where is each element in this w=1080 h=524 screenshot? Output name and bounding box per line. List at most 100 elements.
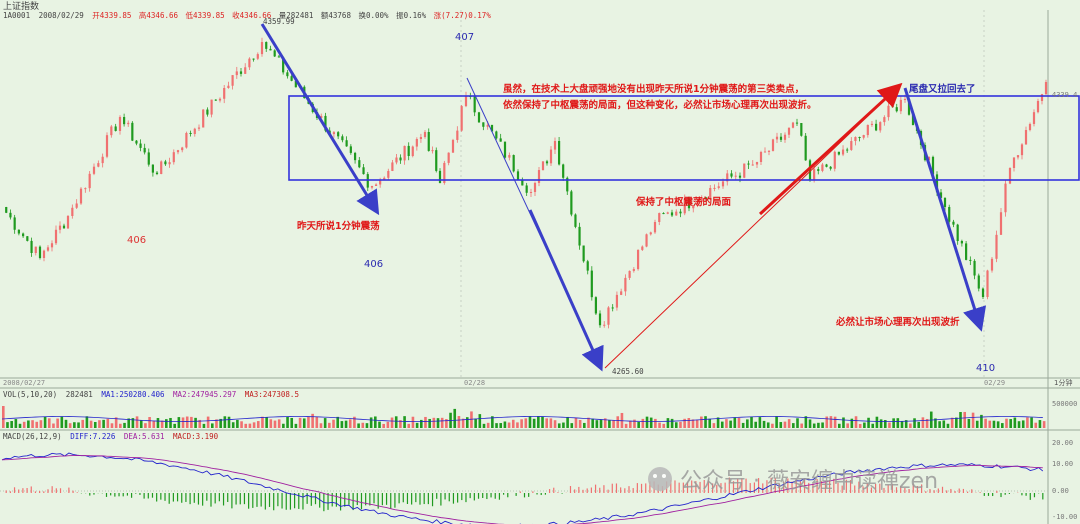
volume-bar bbox=[925, 418, 929, 428]
candle-body bbox=[808, 160, 812, 180]
candle-body bbox=[649, 232, 652, 235]
candle-body bbox=[34, 246, 37, 253]
watermark: 公众号 · 薇安缠中读禅zen bbox=[648, 467, 938, 494]
volume-bar bbox=[537, 416, 540, 428]
volume-bar bbox=[144, 423, 147, 428]
candle-body bbox=[553, 141, 557, 150]
candle-body bbox=[235, 71, 238, 76]
candle-body bbox=[628, 270, 631, 278]
volume-bar bbox=[729, 420, 732, 428]
volume-bar bbox=[219, 418, 222, 428]
volume-bar bbox=[294, 423, 298, 428]
volume-bar bbox=[286, 416, 289, 428]
volume-bar bbox=[670, 418, 674, 428]
volume-bar bbox=[566, 416, 569, 428]
volume-bar bbox=[833, 416, 837, 428]
candle-body bbox=[1044, 82, 1048, 95]
volume-bar bbox=[424, 416, 427, 428]
volume-bar bbox=[169, 417, 172, 428]
candle-body bbox=[578, 226, 581, 246]
candle-body bbox=[114, 126, 117, 131]
volume-bar bbox=[808, 419, 812, 428]
volume-bar bbox=[386, 421, 390, 428]
candle-body bbox=[391, 162, 394, 171]
candle-body bbox=[943, 197, 947, 207]
volume-bar bbox=[491, 416, 494, 428]
volume-bar bbox=[858, 423, 862, 428]
candle-body bbox=[956, 224, 959, 242]
candle-body bbox=[1040, 94, 1044, 101]
candle-body bbox=[533, 182, 537, 192]
candle-body bbox=[960, 241, 963, 244]
candle-body bbox=[603, 324, 606, 326]
volume-bar bbox=[766, 422, 770, 428]
volume-bar bbox=[587, 417, 590, 428]
candle-body bbox=[349, 146, 352, 153]
volume-bar bbox=[420, 419, 423, 428]
arrow-down-1 bbox=[260, 23, 380, 216]
volume-bar bbox=[712, 423, 716, 428]
volume-bar bbox=[407, 423, 411, 428]
volume-bar bbox=[733, 417, 737, 428]
candle-body bbox=[84, 188, 87, 190]
volume-bar bbox=[236, 419, 239, 428]
volume-bar bbox=[311, 413, 314, 428]
candle-body bbox=[248, 58, 251, 68]
candle-body bbox=[105, 135, 109, 157]
candle-body bbox=[537, 170, 541, 183]
candle-body bbox=[290, 76, 293, 81]
volume-bar bbox=[240, 421, 243, 428]
candle-body bbox=[508, 155, 511, 158]
volume-bar bbox=[1021, 420, 1025, 428]
volume-bar bbox=[486, 422, 490, 428]
volume-bar bbox=[198, 419, 202, 428]
volume-bar bbox=[612, 420, 615, 428]
volume-bar bbox=[909, 423, 912, 428]
volume-bar bbox=[315, 416, 319, 428]
volume-bar bbox=[704, 416, 707, 428]
candle-body bbox=[927, 156, 931, 161]
macd-histogram bbox=[5, 477, 1044, 512]
volume-bar bbox=[181, 417, 185, 428]
volume-bar bbox=[135, 416, 139, 428]
candle-body bbox=[969, 259, 972, 261]
volume-bar bbox=[231, 422, 235, 428]
volume-bar bbox=[302, 418, 306, 428]
volume-bar bbox=[503, 421, 507, 428]
candle-body bbox=[931, 156, 935, 175]
volume-bar bbox=[871, 423, 875, 428]
volume-bar bbox=[369, 417, 373, 428]
volume-bar bbox=[583, 422, 586, 428]
volume-bar bbox=[353, 416, 356, 428]
candle-body bbox=[763, 151, 767, 153]
candle-body bbox=[38, 246, 42, 258]
volume-bar bbox=[244, 423, 248, 428]
volume-bar bbox=[382, 423, 385, 428]
candle-body bbox=[58, 225, 62, 230]
time-period: 1分钟 bbox=[1054, 378, 1072, 387]
candle-body bbox=[503, 141, 507, 158]
volume-bar bbox=[658, 422, 661, 428]
candle-body bbox=[866, 124, 869, 136]
candle-body bbox=[641, 246, 644, 250]
volume-bar bbox=[574, 417, 578, 428]
volume-bar bbox=[177, 417, 181, 428]
volume-bar bbox=[946, 423, 950, 428]
volume-bar bbox=[800, 423, 803, 428]
candle-body bbox=[759, 152, 763, 162]
volume-bar bbox=[507, 422, 511, 428]
volume-bar bbox=[185, 416, 189, 428]
volume-bar bbox=[399, 420, 402, 428]
volume-bar bbox=[403, 416, 406, 428]
volume-bar bbox=[139, 420, 143, 428]
volume-bar bbox=[1042, 421, 1046, 428]
index-name: 上证指数 bbox=[3, 0, 39, 12]
candle-body bbox=[176, 150, 180, 153]
candle-body bbox=[1024, 130, 1028, 145]
candle-body bbox=[260, 42, 264, 55]
volume-bar bbox=[700, 416, 703, 428]
volume-bar bbox=[411, 416, 415, 428]
candle-body bbox=[30, 240, 33, 253]
candle-body bbox=[883, 117, 886, 123]
candle-body bbox=[92, 166, 96, 174]
